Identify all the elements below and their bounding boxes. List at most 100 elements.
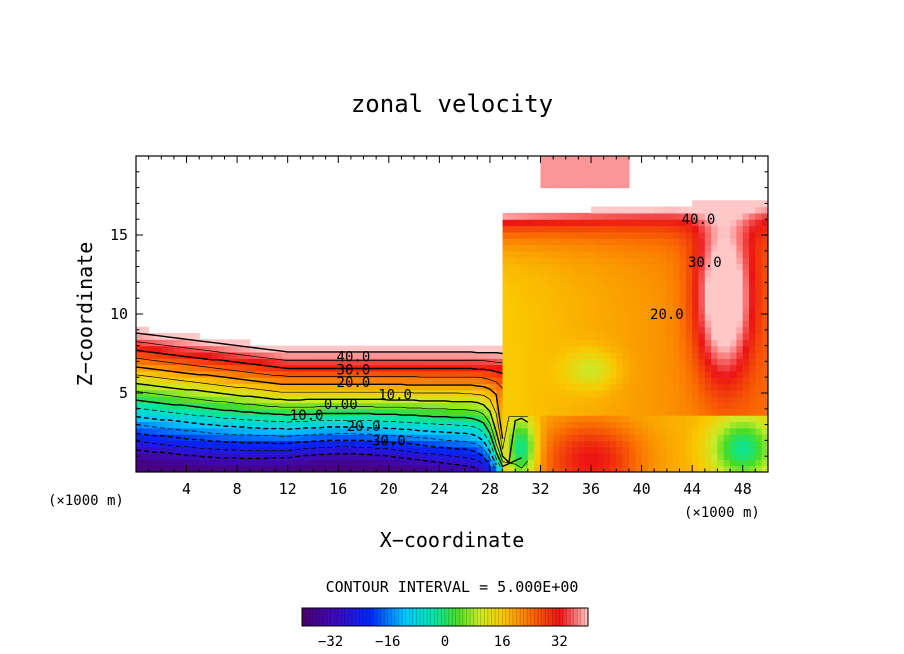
field-cell: [761, 212, 768, 220]
field-cell: [711, 383, 719, 391]
field-cell: [755, 301, 763, 309]
field-cell: [572, 320, 579, 328]
field-cell: [559, 276, 567, 283]
field-cell: [692, 383, 700, 391]
field-cell: [148, 459, 156, 467]
field-cell: [148, 377, 156, 385]
field-cell: [730, 219, 737, 227]
field-cell: [420, 421, 428, 429]
field-cell: [761, 219, 768, 227]
field-cell: [736, 459, 744, 467]
field-cell: [685, 465, 693, 472]
field-cell: [628, 244, 636, 252]
field-cell: [565, 370, 573, 378]
field-cell: [508, 288, 516, 296]
field-cell: [363, 427, 371, 435]
field-cell: [559, 212, 567, 220]
field-cell: [211, 408, 219, 416]
field-cell: [673, 238, 681, 246]
field-cell: [610, 383, 617, 391]
field-cell: [527, 301, 535, 309]
field-cell: [230, 408, 238, 416]
field-cell: [281, 465, 289, 472]
field-cell: [224, 345, 232, 353]
field-cell: [591, 238, 598, 246]
field-cell: [534, 364, 542, 372]
field-cell: [136, 402, 143, 410]
field-cell: [211, 453, 219, 460]
field-cell: [628, 402, 636, 410]
field-cell: [591, 408, 598, 416]
field-cell: [603, 269, 611, 277]
field-cell: [666, 389, 674, 397]
field-cell: [622, 225, 630, 233]
field-cell: [584, 314, 592, 321]
field-cell: [249, 465, 257, 472]
field-cell: [477, 408, 485, 416]
contour-label: 20.0: [347, 419, 381, 435]
field-cell: [749, 288, 756, 296]
field-cell: [761, 238, 768, 246]
field-cell: [205, 465, 213, 472]
field-cell: [300, 427, 308, 435]
field-cell: [679, 326, 687, 334]
field-cell: [635, 389, 643, 397]
field-cell: [641, 459, 649, 467]
field-cell: [521, 282, 529, 290]
field-cell: [180, 421, 188, 429]
field-cell: [521, 314, 529, 321]
field-cell: [167, 383, 175, 391]
field-cell: [540, 263, 548, 271]
field-cell: [521, 370, 529, 378]
field-cell: [641, 307, 649, 315]
field-cell: [350, 459, 358, 467]
field-cell: [559, 465, 567, 472]
field-cell: [300, 440, 308, 448]
field-cell: [698, 339, 706, 347]
field-cell: [540, 282, 548, 290]
field-cell: [281, 358, 289, 366]
field-cell: [136, 377, 143, 385]
field-cell: [515, 301, 523, 309]
colorbar-segment: [580, 608, 585, 626]
field-cell: [559, 282, 567, 290]
field-cell: [610, 162, 617, 170]
field-cell: [742, 307, 750, 315]
field-cell: [666, 358, 674, 366]
field-cell: [319, 421, 327, 429]
field-cell: [647, 320, 655, 328]
field-cell: [331, 358, 339, 366]
field-cell: [205, 427, 213, 435]
field-cell: [749, 212, 756, 220]
field-cell: [698, 440, 706, 448]
field-cell: [616, 212, 624, 220]
field-cell: [679, 446, 687, 454]
field-cell: [186, 345, 194, 353]
field-cell: [167, 364, 175, 372]
field-cell: [565, 307, 573, 315]
field-cell: [281, 415, 289, 423]
field-cell: [275, 446, 282, 454]
field-cell: [540, 162, 548, 170]
field-cell: [275, 358, 282, 366]
field-cell: [755, 434, 763, 441]
field-cell: [704, 288, 712, 296]
field-cell: [559, 250, 567, 258]
field-cell: [761, 320, 768, 328]
field-cell: [742, 288, 750, 296]
field-cell: [622, 326, 630, 334]
colorbar-tick-label: −16: [375, 634, 400, 650]
field-cell: [363, 370, 371, 378]
field-cell: [148, 434, 156, 441]
field-cell: [616, 389, 624, 397]
field-cell: [426, 370, 434, 378]
field-cell: [717, 434, 725, 441]
field-cell: [205, 415, 213, 423]
field-cell: [654, 288, 662, 296]
field-cell: [268, 377, 276, 385]
field-cell: [439, 434, 447, 441]
field-cell: [357, 434, 365, 441]
field-cell: [489, 364, 497, 372]
field-cell: [553, 326, 561, 334]
field-cell: [610, 465, 617, 472]
